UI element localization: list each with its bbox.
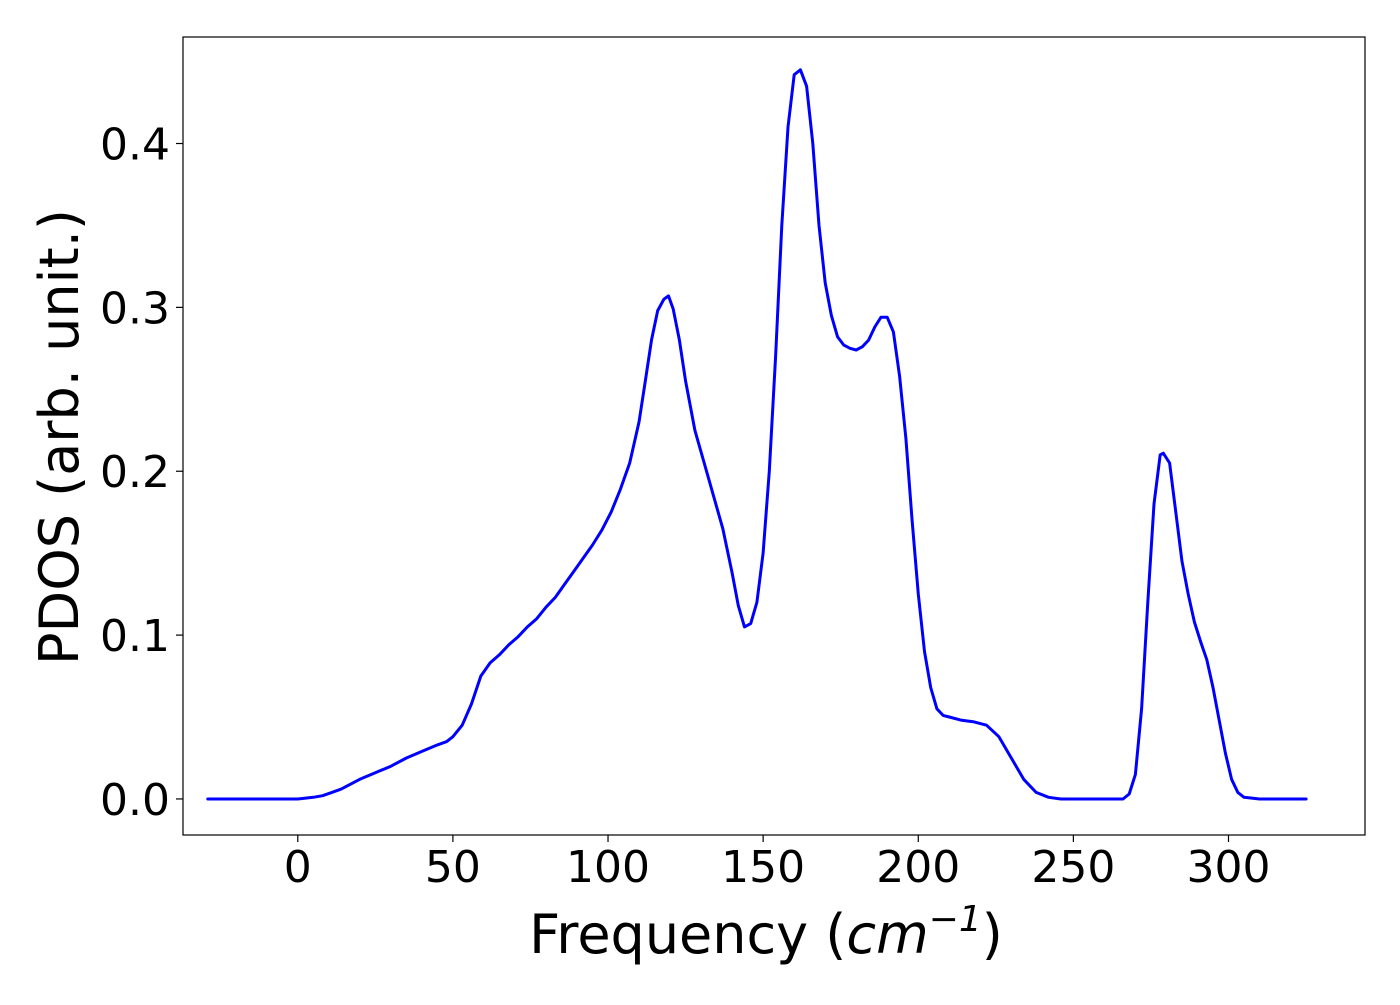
ticks-layer: 0 50 100 150 200 250 300 0.0 0.1 0.2 0.3 0.4 [100,120,1270,893]
x-tick-label: 50 [425,842,481,893]
y-tick-label: 0.2 [100,447,170,498]
x-axis-label: Frequency (cm−1) [529,899,1003,966]
y-axis-label: PDOS (arb. unit.) [28,209,91,665]
plot-frame [182,36,1366,836]
y-tick-label: 0.4 [100,120,170,171]
x-axis-label-unit: cm [846,903,928,966]
x-tick-label: 300 [1187,842,1271,893]
x-axis-label-close: ) [982,903,1003,966]
x-axis-label-exponent: −1 [929,899,982,940]
x-tick-label: 200 [876,842,960,893]
x-tick-label: 100 [566,842,650,893]
pdos-series-line [206,68,1308,801]
y-tick-label: 0.1 [100,611,170,662]
x-tick-label: 150 [721,842,805,893]
series-layer [206,68,1308,801]
x-axis-label-main: Frequency ( [529,903,846,966]
y-tick-label: 0.3 [100,283,170,334]
y-tick-label: 0.0 [100,775,170,826]
x-tick-label: 0 [284,842,312,893]
x-tick-label: 250 [1031,842,1115,893]
